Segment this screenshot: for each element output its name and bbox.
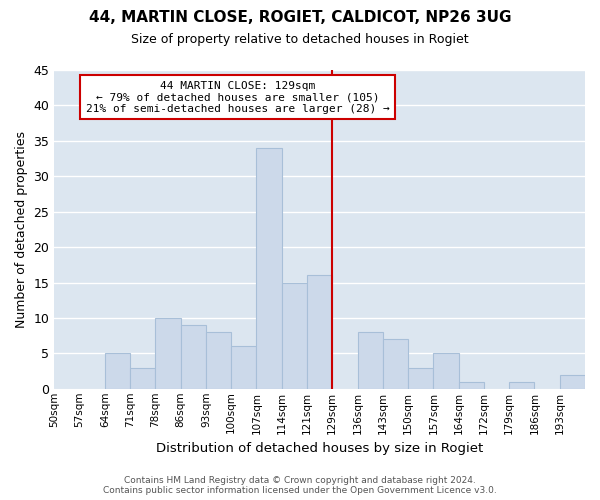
Bar [155, 318, 181, 389]
Bar [307, 276, 332, 389]
Bar [383, 339, 408, 389]
Bar [181, 325, 206, 389]
Text: Size of property relative to detached houses in Rogiet: Size of property relative to detached ho… [131, 32, 469, 46]
Bar [358, 332, 383, 389]
Text: 44 MARTIN CLOSE: 129sqm
← 79% of detached houses are smaller (105)
21% of semi-d: 44 MARTIN CLOSE: 129sqm ← 79% of detache… [86, 80, 389, 114]
Bar [231, 346, 256, 389]
Bar [433, 354, 458, 389]
Bar [282, 282, 307, 389]
Text: 44, MARTIN CLOSE, ROGIET, CALDICOT, NP26 3UG: 44, MARTIN CLOSE, ROGIET, CALDICOT, NP26… [89, 10, 511, 25]
X-axis label: Distribution of detached houses by size in Rogiet: Distribution of detached houses by size … [156, 442, 483, 455]
Bar [105, 354, 130, 389]
Bar [206, 332, 231, 389]
Text: Contains HM Land Registry data © Crown copyright and database right 2024.
Contai: Contains HM Land Registry data © Crown c… [103, 476, 497, 495]
Y-axis label: Number of detached properties: Number of detached properties [15, 131, 28, 328]
Bar [560, 374, 585, 389]
Bar [408, 368, 433, 389]
Bar [509, 382, 535, 389]
Bar [130, 368, 155, 389]
Bar [458, 382, 484, 389]
Bar [256, 148, 282, 389]
